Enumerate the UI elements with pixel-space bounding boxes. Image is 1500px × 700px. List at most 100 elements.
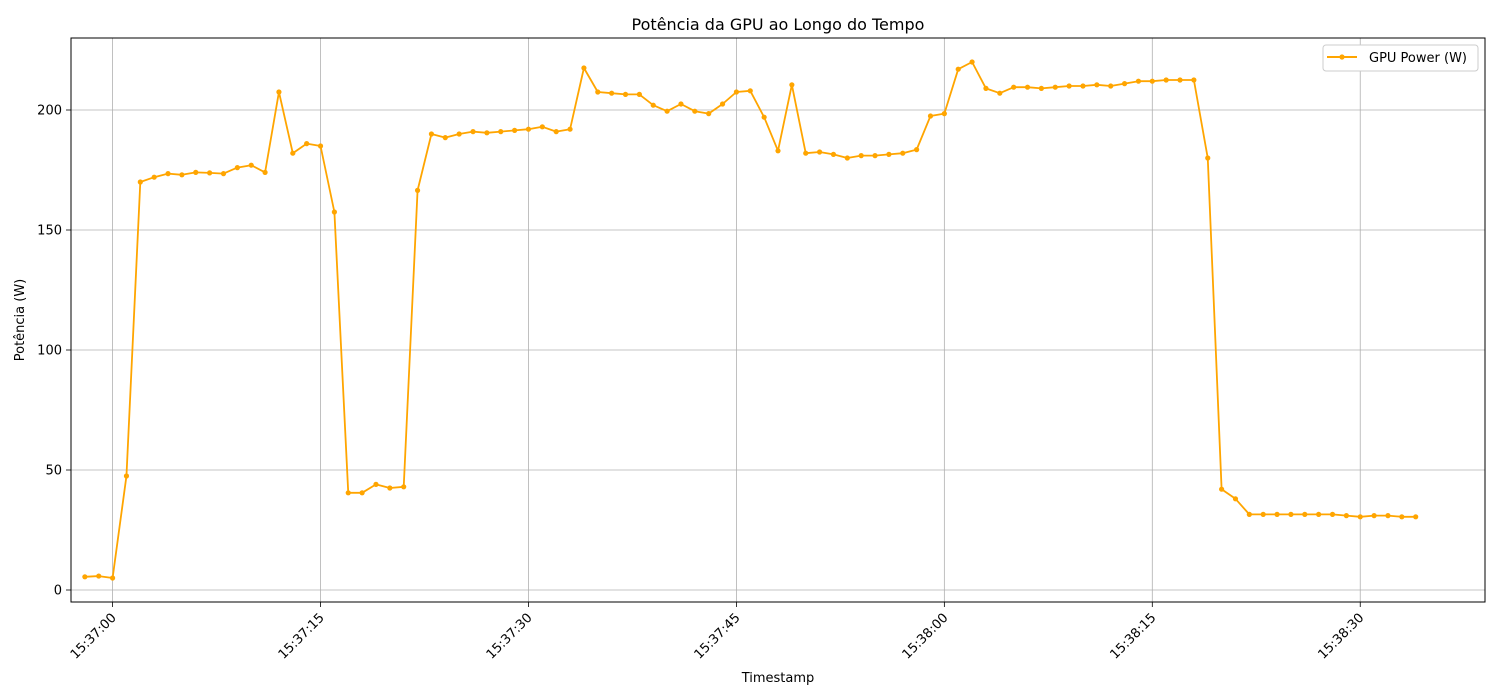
data-point xyxy=(1399,514,1405,520)
data-point xyxy=(165,171,171,177)
y-tick-label: 50 xyxy=(45,464,62,479)
data-point xyxy=(941,111,947,117)
data-point xyxy=(498,129,504,135)
data-point xyxy=(234,165,240,171)
data-point xyxy=(151,174,157,180)
data-point xyxy=(317,143,324,149)
legend-label: GPU Power (W) xyxy=(1369,51,1467,66)
data-point xyxy=(636,91,642,97)
data-point xyxy=(692,108,698,114)
data-point xyxy=(1413,514,1419,520)
data-point xyxy=(927,113,934,119)
data-point xyxy=(747,88,753,94)
data-point xyxy=(706,111,712,117)
y-axis-title: Potência (W) xyxy=(13,279,28,362)
legend-marker-swatch xyxy=(1339,54,1345,60)
legend: GPU Power (W) xyxy=(1322,44,1479,72)
data-point xyxy=(1357,514,1363,520)
data-point xyxy=(512,127,518,133)
data-point xyxy=(1205,155,1211,161)
data-point xyxy=(359,490,365,496)
y-tick-label: 150 xyxy=(37,224,62,239)
data-point xyxy=(1163,77,1169,83)
data-point xyxy=(304,141,310,147)
data-point xyxy=(900,150,906,156)
data-point xyxy=(290,150,296,156)
y-tick-label: 100 xyxy=(37,344,62,359)
data-point xyxy=(401,484,407,490)
data-point xyxy=(609,90,615,96)
data-point xyxy=(595,89,601,95)
data-point xyxy=(442,135,448,141)
data-point xyxy=(983,85,989,91)
data-point xyxy=(220,171,227,177)
data-point xyxy=(914,147,920,153)
y-axis-tick-labels: 0 50 100 150 200 xyxy=(37,104,62,599)
series-layer xyxy=(82,59,1419,581)
x-axis-title: Timestamp xyxy=(741,671,815,686)
data-point xyxy=(262,169,268,175)
data-point xyxy=(1329,511,1336,517)
data-point xyxy=(345,490,351,496)
data-point xyxy=(414,187,421,193)
data-point xyxy=(872,153,878,159)
data-point xyxy=(678,101,684,107)
data-point xyxy=(1191,77,1197,83)
data-point xyxy=(733,89,740,95)
data-point xyxy=(1038,85,1044,91)
data-point xyxy=(470,129,476,135)
y-tick-label: 200 xyxy=(37,104,62,119)
data-point xyxy=(1288,511,1294,517)
y-tick-label: 0 xyxy=(54,584,62,599)
data-point xyxy=(816,149,823,155)
data-point xyxy=(761,114,767,120)
data-point xyxy=(1177,77,1183,83)
data-point xyxy=(1274,511,1280,517)
data-point xyxy=(858,153,864,159)
data-point xyxy=(179,172,185,178)
data-point xyxy=(581,65,587,71)
data-point xyxy=(456,131,462,137)
data-point xyxy=(193,169,199,175)
data-point xyxy=(1260,511,1266,517)
data-point xyxy=(207,170,213,176)
data-point xyxy=(803,150,809,156)
data-point xyxy=(553,129,559,135)
data-point xyxy=(1232,496,1239,502)
plot-area xyxy=(71,38,1485,602)
data-point xyxy=(650,102,656,108)
data-point xyxy=(1385,513,1391,519)
data-point xyxy=(1343,513,1349,519)
plot-frame xyxy=(70,37,1486,603)
data-point xyxy=(1024,84,1031,90)
data-point xyxy=(428,131,435,137)
data-point xyxy=(137,179,143,185)
data-point xyxy=(664,108,670,114)
data-point xyxy=(844,155,850,161)
data-point xyxy=(1135,78,1142,84)
data-point xyxy=(1219,486,1225,492)
data-point xyxy=(622,91,629,97)
data-point xyxy=(997,90,1003,96)
data-point xyxy=(886,151,892,157)
chart-title: Potência da GPU ao Longo do Tempo xyxy=(632,15,925,34)
data-point xyxy=(830,151,837,157)
data-point xyxy=(1246,511,1252,517)
data-point xyxy=(387,485,393,491)
data-point xyxy=(373,481,379,487)
data-point xyxy=(1149,78,1155,84)
data-point xyxy=(1011,84,1017,90)
data-point xyxy=(123,473,130,479)
data-point xyxy=(539,124,545,130)
data-point xyxy=(1121,81,1128,87)
data-point xyxy=(1371,513,1377,519)
data-point xyxy=(484,130,490,136)
data-point xyxy=(1094,82,1100,88)
data-point xyxy=(1052,84,1058,90)
data-point xyxy=(82,574,88,580)
data-point xyxy=(109,575,116,581)
legend-box xyxy=(1322,44,1479,72)
data-point xyxy=(1316,511,1322,517)
axis-ticks xyxy=(66,109,1361,607)
